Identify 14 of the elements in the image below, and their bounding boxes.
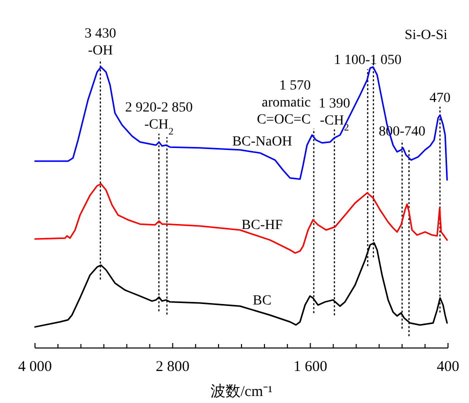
ref-line-label: 470 [429,90,450,106]
series-label: BC-NaOH [232,134,292,150]
text: Si-O-Si [404,28,448,43]
x-tick-label: 4 000 [18,359,52,375]
series-label: BC-HF [242,218,283,233]
ref-line-label: 1 100-1 050 [334,53,402,68]
ref-line-label: 3 430 -OH [84,26,116,58]
x-tick-label: 2 800 [156,359,190,375]
ref-line-label: 1 570 aromatic C=OC=C [256,78,311,128]
x-axis-title: 波数/cm⁻¹ [210,383,272,400]
x-tick-label: 1 600 [293,359,328,375]
series-label: BC [252,293,272,308]
x-tick-label: 400 [436,359,460,375]
ref-line-label: 2 920-2 850 -CH$_{2}$ [125,100,193,138]
